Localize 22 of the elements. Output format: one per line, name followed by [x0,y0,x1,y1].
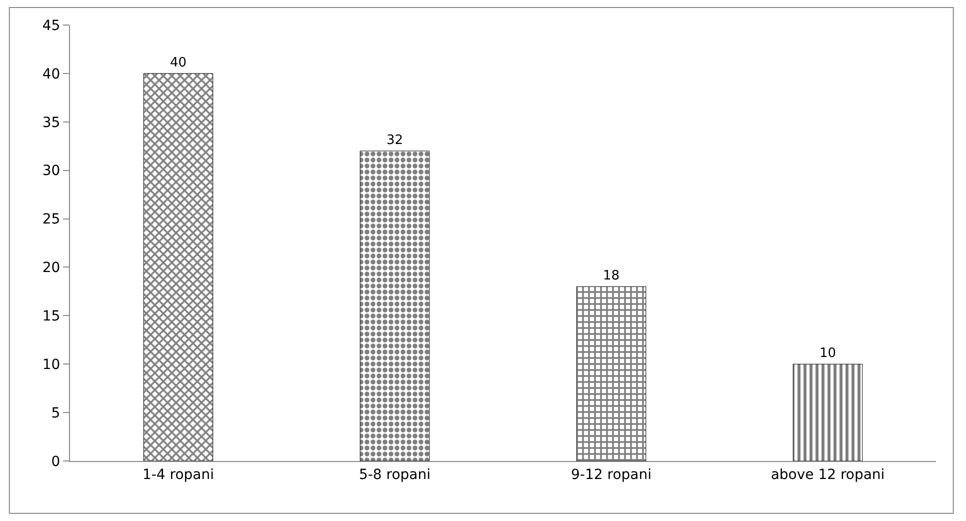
x-tick-label: 5-8 ropani [358,466,431,483]
bar [360,150,430,461]
y-tick-label: 0 [51,454,60,470]
y-tick-label: 30 [42,163,60,180]
data-label: 18 [602,268,620,284]
x-tick-label: above 12 ropani [770,466,885,483]
y-tick-label: 40 [42,66,60,82]
y-tick-label: 25 [42,212,60,228]
data-label: 10 [819,346,836,362]
y-tick-label: 5 [51,405,60,422]
x-tick-label: 9-12 ropani [571,466,652,483]
data-label: 32 [386,132,404,148]
bar [576,286,646,461]
y-tick-label: 45 [42,18,60,34]
y-tick-label: 35 [42,114,60,131]
bar [143,73,214,461]
y-tick-label: 20 [42,260,60,276]
x-tick-label: 1-4 ropani [142,466,214,483]
y-tick-label: 10 [42,357,60,374]
bar [792,364,863,461]
y-tick-label: 15 [42,308,60,325]
data-label: 40 [170,55,187,70]
